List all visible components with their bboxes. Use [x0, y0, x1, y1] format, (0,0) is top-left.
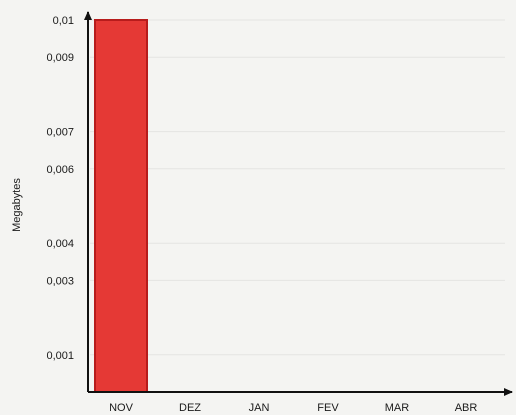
x-category-label: JAN: [249, 402, 270, 414]
bar-nov: [94, 19, 148, 393]
y-tick-label: 0,007: [46, 127, 74, 139]
y-tick-label: 0,004: [46, 238, 74, 250]
x-category-label: MAR: [385, 402, 410, 414]
x-category-label: ABR: [455, 402, 478, 414]
x-category-label: FEV: [317, 402, 339, 414]
y-tick-label: 0,01: [53, 15, 74, 27]
y-tick-label: 0,009: [46, 52, 74, 64]
grid-layer: [90, 19, 505, 356]
bar-layer: [94, 19, 148, 393]
y-axis-arrow-icon: [84, 11, 92, 20]
x-axis-arrow-icon: [504, 388, 513, 396]
y-tick-label: 0,003: [46, 275, 74, 287]
y-axis-title: Megabytes: [11, 178, 23, 232]
label-layer: 0,001 0,003 0,004 0,006 0,007 0,009 0,01 NOV DEZ…: [46, 15, 477, 414]
axis-layer: [84, 11, 513, 396]
x-category-label: NOV: [109, 402, 134, 414]
y-tick-label: 0,006: [46, 164, 74, 176]
y-tick-label: 0,001: [46, 350, 74, 362]
x-category-label: DEZ: [179, 402, 201, 414]
